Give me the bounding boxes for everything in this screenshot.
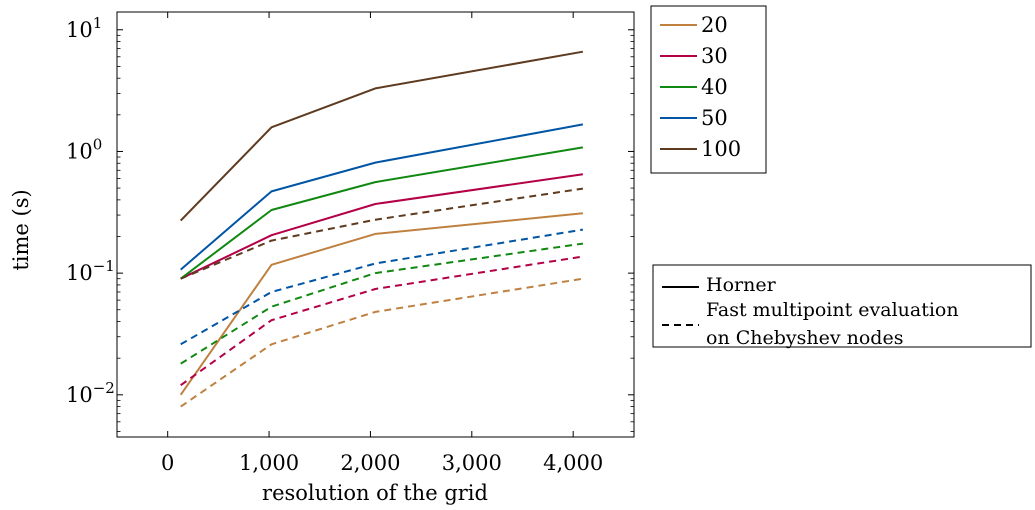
y-tick-label: 10−2	[66, 379, 115, 407]
y-axis-label: time (s)	[9, 189, 33, 270]
plot-frame	[116, 11, 635, 438]
ticks-group: 0 1,000 2,000 3,000 4,000 101 100 10−1 10−2	[66, 12, 634, 475]
legend-methods-box	[652, 264, 1032, 348]
x-tick-label: 4,000	[543, 451, 603, 475]
legend-label-fast-multipoint-line1: Fast multipoint evaluation	[706, 299, 959, 321]
series-40-horner-line	[180, 146, 584, 280]
legend-methods: Horner Fast multipoint evaluation on Cheby…	[652, 264, 1032, 349]
series-50-horner-line	[180, 123, 584, 271]
series-40-fast-multipoint-line	[180, 242, 584, 365]
series-20-horner-line	[179, 212, 583, 396]
series-50-fast-multipoint-line	[180, 228, 584, 346]
legend-label-30: 30	[701, 44, 728, 68]
legend-sizes-box	[650, 5, 767, 174]
legend-label-50: 50	[701, 106, 728, 130]
series-100-fast-multipoint-line	[180, 187, 584, 280]
y-tick-label: 10−1	[66, 257, 115, 285]
legend-label-horner: Horner	[706, 274, 777, 296]
y-tick-label: 100	[66, 135, 102, 163]
x-tick-label: 1,000	[239, 451, 299, 475]
x-axis-label: resolution of the grid	[262, 481, 488, 505]
plot-area	[116, 11, 635, 438]
legend-label-100: 100	[701, 137, 741, 161]
x-tick-label: 2,000	[340, 451, 400, 475]
y-tick-label: 101	[66, 14, 102, 42]
x-tick-label: 3,000	[442, 451, 502, 475]
legend-label-fast-multipoint-line2: on Chebyshev nodes	[706, 327, 903, 349]
x-tick-label: 0	[161, 451, 174, 475]
series-100-horner-line	[179, 50, 584, 222]
legend-sizes: 20 30 40 50 100	[650, 5, 767, 174]
series-30-fast-multipoint-line	[180, 255, 584, 387]
legend-label-40: 40	[701, 75, 728, 99]
legend-label-20: 20	[701, 13, 728, 37]
series-group	[179, 50, 584, 408]
series-30-horner-line	[180, 173, 584, 280]
